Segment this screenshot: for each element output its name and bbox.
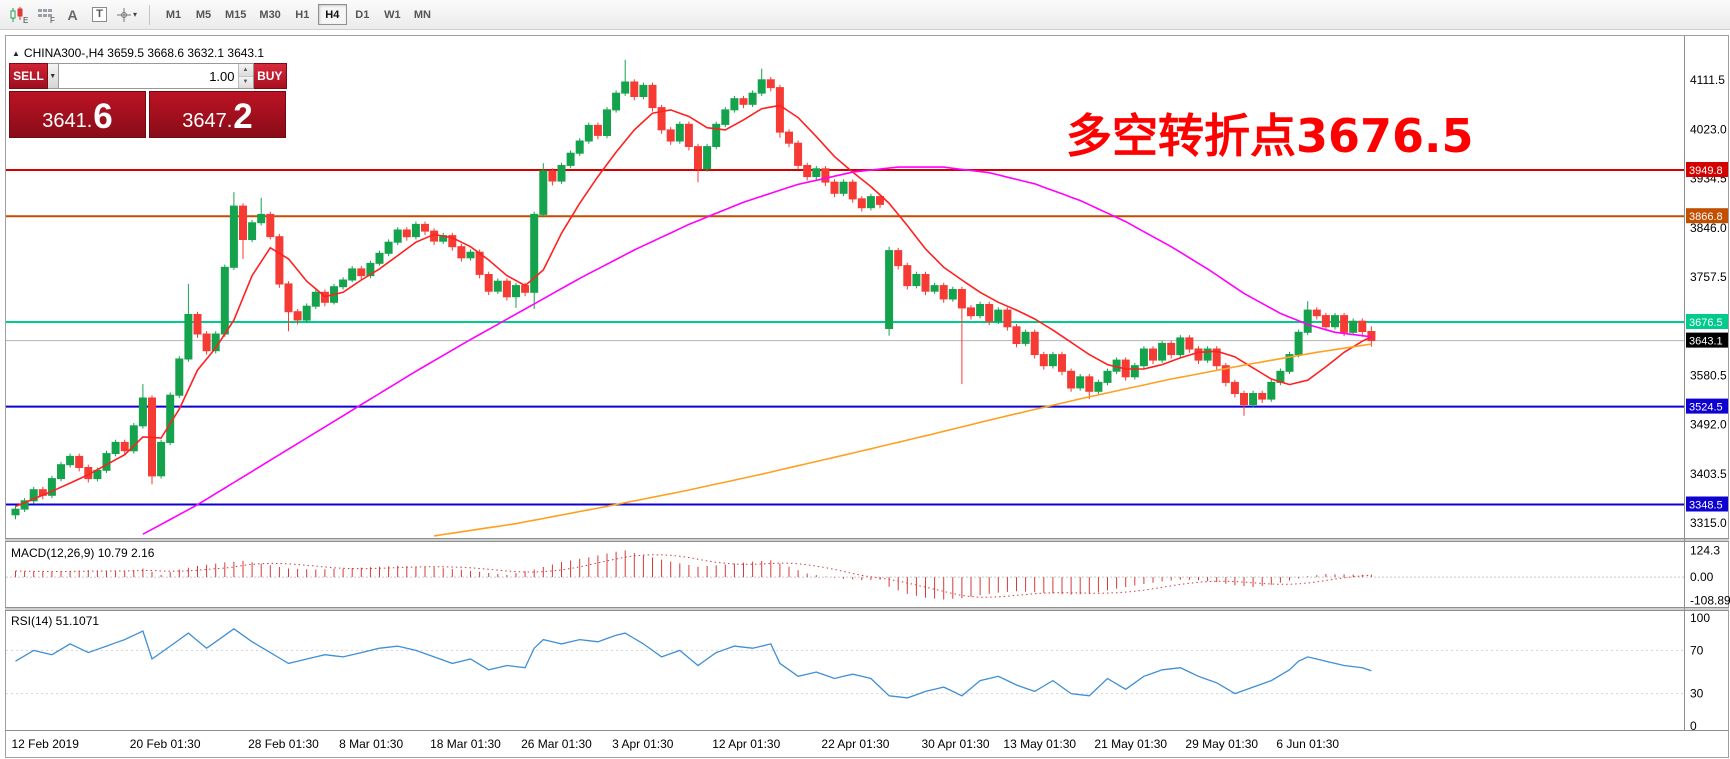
sell-price-big-digit: 6: [93, 97, 113, 137]
timeframe-button-m15[interactable]: M15: [225, 8, 247, 21]
volume-input[interactable]: [58, 64, 238, 88]
stepper-down-icon[interactable]: ▼: [238, 76, 253, 88]
time-axis[interactable]: [6, 731, 1684, 757]
timeframe-toolbar: M1 M5 M15 M30 H1 H4 D1 W1 MN: [159, 4, 437, 25]
volume-stepper: ▲ ▼: [237, 64, 253, 88]
timeframe-button-m1[interactable]: M1: [165, 8, 182, 21]
boxed-t-glyph: T: [92, 7, 107, 22]
sell-button[interactable]: SELL: [9, 63, 48, 89]
chart-text-annotation: 多空转折点3676.5: [1066, 109, 1474, 163]
toolbar-separator: [149, 4, 150, 25]
buy-button[interactable]: BUY: [253, 63, 287, 89]
rsi-indicator-label: RSI(14) 51.1071: [11, 614, 100, 628]
text-box-icon[interactable]: T: [86, 3, 113, 27]
dropdown-caret-icon: ▾: [132, 10, 137, 19]
buy-price-big-digit: 2: [233, 97, 253, 137]
collapse-icon[interactable]: ▲: [12, 48, 20, 58]
sell-price-button[interactable]: 3641. 6: [9, 91, 146, 138]
timeframe-button-d1[interactable]: D1: [355, 8, 370, 21]
volume-dropdown-icon[interactable]: ▼: [48, 63, 59, 89]
timeframe-button-w1[interactable]: W1: [384, 8, 401, 21]
icon-badge: E: [23, 16, 28, 24]
stepper-up-icon[interactable]: ▲: [238, 64, 253, 77]
candlestick-chart-icon[interactable]: E: [5, 3, 32, 27]
timeframe-button-mn[interactable]: MN: [413, 8, 431, 21]
text-label-icon[interactable]: A: [59, 3, 86, 27]
time-axis-border: [5, 730, 1729, 731]
timeframe-button-h1[interactable]: H1: [295, 8, 310, 21]
icon-badge: F: [50, 16, 55, 24]
crosshair-icon[interactable]: ▾: [113, 3, 140, 27]
timeframe-button-m30[interactable]: M30: [259, 8, 281, 21]
timeframe-button-m5[interactable]: M5: [195, 8, 212, 21]
pane-splitter[interactable]: [5, 607, 1729, 611]
timeframe-button-h4[interactable]: H4: [317, 4, 347, 25]
volume-field: ▲ ▼: [58, 63, 254, 89]
symbol-ohlc-text: CHINA300-,H4 3659.5 3668.6 3632.1 3643.1: [23, 46, 265, 60]
grid-report-icon[interactable]: F: [32, 3, 59, 27]
pane-splitter[interactable]: [5, 538, 1729, 542]
one-click-trade-panel: SELL ▼ ▲ ▼ BUY 3641. 6 3647. 2: [9, 63, 287, 138]
price-axis[interactable]: [1685, 36, 1729, 730]
letter-a-glyph: A: [67, 6, 78, 23]
buy-price-button[interactable]: 3647. 2: [149, 91, 286, 138]
price-axis-border: [1684, 36, 1685, 730]
macd-indicator-label: MACD(12,26,9) 10.79 2.16: [11, 546, 155, 560]
chart-toolbar: E F A T ▾ M1 M5 M15 M: [0, 0, 1730, 30]
buy-price-main: 3647.: [182, 110, 233, 132]
symbol-ohlc-header: ▲ CHINA300-,H4 3659.5 3668.6 3632.1 3643…: [12, 46, 264, 60]
chart-window: [5, 35, 1729, 758]
sell-price-main: 3641.: [42, 110, 93, 132]
